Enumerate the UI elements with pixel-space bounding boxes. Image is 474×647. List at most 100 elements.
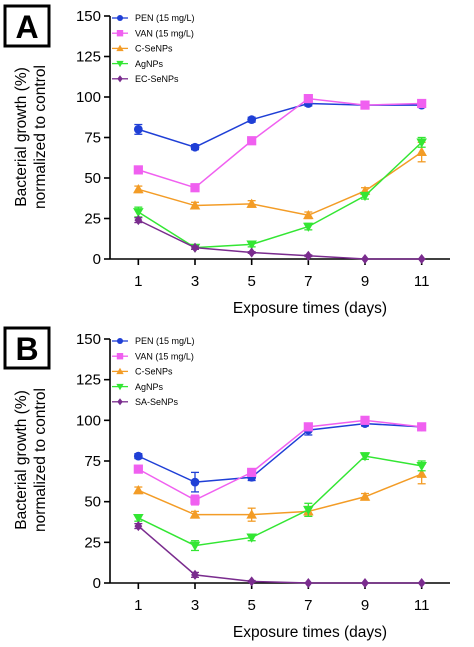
series-line [138, 455, 422, 547]
data-point [190, 477, 200, 487]
series-line [138, 97, 422, 189]
data-point [417, 253, 426, 265]
panel-b: B 0 25 50 75 100 125 150 1 3 5 7 9 11 Exposure times (… [3, 326, 450, 641]
legend-entry: C-SeNPs [112, 44, 173, 54]
data-point [190, 142, 200, 152]
x-tick-label: 9 [361, 273, 369, 290]
data-point [246, 198, 257, 208]
x-axis-title: Exposure times (days) [233, 300, 387, 317]
y-axis-title-line: Bacterial growth (%) [13, 67, 30, 207]
legend-entry: VAN (15 mg/L) [112, 351, 194, 361]
data-point [189, 200, 201, 210]
data-point [360, 100, 370, 110]
legend-label: PEN (15 mg/L) [135, 336, 195, 346]
panel-label: A [15, 9, 38, 45]
legend-entry: PEN (15 mg/L) [112, 13, 195, 23]
data-point [416, 146, 427, 156]
y-tick-label: 125 [76, 49, 101, 66]
series-c-senps [133, 463, 427, 522]
data-point [359, 452, 371, 462]
data-point [361, 253, 369, 265]
series-agnps [133, 136, 427, 253]
data-point [303, 505, 314, 516]
panel-a: A 0 25 50 75 100 125 150 1 3 5 7 9 11 Exposure times (… [3, 4, 450, 317]
panel-label-box [3, 326, 51, 370]
data-point [133, 125, 143, 134]
legend-entry: AgNPs [112, 382, 164, 392]
x-tick-label: 5 [247, 597, 255, 614]
legend: PEN (15 mg/L) VAN (15 mg/L) C-SeNPs AgNPs SA… [112, 336, 195, 407]
y-tick-label: 50 [84, 494, 101, 511]
data-point [416, 138, 427, 148]
x-tick-label: 11 [414, 597, 430, 614]
x-tick-label: 7 [304, 273, 312, 290]
y-tick-label: 125 [76, 372, 101, 389]
legend-entry: SA-SeNPs [112, 397, 179, 407]
series-ec-senps [134, 215, 426, 265]
y-tick-label: 100 [76, 89, 101, 106]
data-point [247, 115, 257, 125]
series-line [138, 219, 422, 260]
x-tick-label: 3 [191, 273, 199, 290]
data-point [133, 165, 143, 175]
series-line [137, 419, 422, 501]
legend-entry: C-SeNPs [112, 367, 173, 377]
x-tick-label: 9 [361, 597, 369, 614]
data-point [247, 136, 257, 146]
y-tick-label: 150 [76, 331, 101, 348]
x-tick-label: 5 [247, 273, 255, 290]
data-point [134, 215, 143, 226]
data-point [133, 464, 143, 474]
x-tick-label: 1 [134, 597, 142, 614]
y-tick-label: 150 [76, 8, 101, 25]
panel-label-box [3, 4, 51, 48]
series-line [138, 102, 422, 149]
legend-marker [116, 337, 124, 345]
data-point [303, 209, 314, 220]
legend-label: AgNPs [135, 59, 164, 69]
legend-marker [116, 30, 124, 37]
legend-marker [116, 14, 124, 22]
y-axis-title-line: Bacterial growth (%) [13, 390, 30, 530]
data-point [246, 509, 257, 519]
y-tick-label: 25 [84, 211, 101, 228]
legend-marker [117, 75, 123, 83]
legend-marker [117, 398, 123, 406]
data-point [133, 484, 144, 495]
series-agnps [133, 452, 427, 552]
data-point [190, 495, 200, 505]
legend-entry: AgNPs [112, 59, 164, 69]
data-point [359, 191, 371, 202]
data-point [304, 577, 313, 589]
data-point [133, 451, 143, 461]
data-point [359, 491, 371, 501]
data-point [246, 240, 257, 250]
series-line [138, 473, 422, 516]
data-point [191, 242, 199, 253]
legend-marker [116, 367, 124, 375]
data-point [191, 569, 199, 580]
y-axis-title-line: normalized to control [32, 65, 49, 209]
data-point [247, 467, 257, 477]
data-point [134, 521, 143, 532]
x-tick-label: 11 [414, 273, 430, 290]
y-tick-label: 50 [84, 170, 101, 187]
data-point [416, 461, 427, 472]
legend-label: EC-SeNPs [135, 74, 179, 84]
series-van-15-mg-l [133, 94, 427, 193]
series-line [138, 422, 422, 483]
y-tick-label: 0 [93, 251, 101, 268]
y-axis-title-line: normalized to control [32, 388, 49, 532]
data-point [133, 514, 144, 524]
data-point [417, 422, 427, 432]
data-point [189, 541, 201, 551]
legend-label: SA-SeNPs [135, 397, 179, 407]
series-line [137, 525, 422, 584]
data-point [190, 183, 200, 193]
legend-entry: EC-SeNPs [112, 74, 179, 84]
y-tick-label: 0 [93, 575, 101, 592]
series-pen-15-mg-l [133, 419, 427, 493]
data-point [303, 222, 314, 232]
y-tick-label: 25 [84, 534, 101, 551]
